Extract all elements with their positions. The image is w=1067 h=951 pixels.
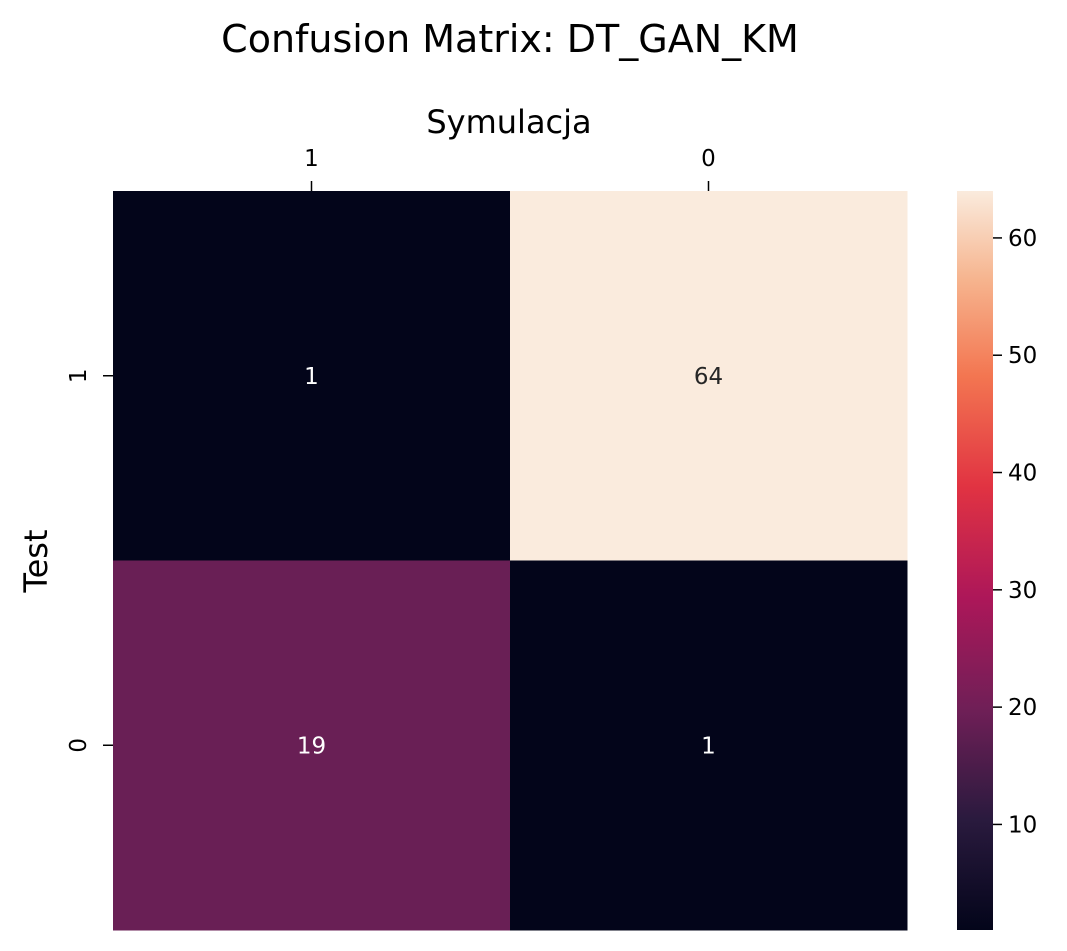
heatmap-cell xyxy=(510,191,908,561)
colorbar-tick-label: 10 xyxy=(1008,812,1037,838)
x-axis-label: Symulacja xyxy=(426,103,591,141)
y-axis-ticks: 10 xyxy=(66,368,113,753)
colorbar xyxy=(957,191,993,930)
y-axis-label: Test xyxy=(17,529,55,593)
colorbar-tick-label: 50 xyxy=(1008,343,1037,369)
colorbar-ticks: 10 20 30 40 50 60 xyxy=(993,226,1037,838)
colorbar-tick-label: 40 xyxy=(1008,461,1037,487)
cell-value-label: 64 xyxy=(694,364,723,390)
colorbar-tick-label: 20 xyxy=(1008,695,1037,721)
heatmap-cell xyxy=(113,191,511,561)
colorbar-tick-label: 60 xyxy=(1008,226,1037,252)
chart-title: Confusion Matrix: DT_GAN_KM xyxy=(221,17,799,61)
x-tick-label: 1 xyxy=(304,146,319,172)
cell-value-label: 1 xyxy=(304,364,319,390)
y-tick-label: 0 xyxy=(66,738,92,753)
cell-value-label: 19 xyxy=(297,733,326,759)
y-tick-label: 1 xyxy=(66,368,92,383)
colorbar-tick-label: 30 xyxy=(1008,578,1037,604)
x-tick-label: 0 xyxy=(701,146,716,172)
cell-value-label: 1 xyxy=(701,733,716,759)
heatmap-cell xyxy=(113,560,511,931)
heatmap-cell xyxy=(510,560,908,931)
heatmap-cells: 1 64 19 1 xyxy=(113,191,908,931)
